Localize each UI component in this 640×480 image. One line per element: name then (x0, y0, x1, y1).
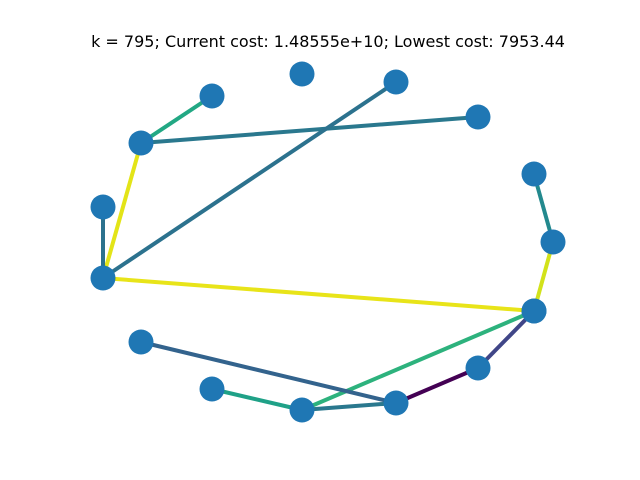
node-n16 (383, 390, 409, 416)
edge-n14-n16 (394, 366, 480, 405)
node-n15 (289, 397, 315, 423)
edge-n9-n12 (101, 276, 536, 313)
edge-layer (101, 80, 555, 412)
node-n9 (90, 265, 116, 291)
edge-n5-n9 (101, 141, 143, 280)
node-n14 (465, 355, 491, 381)
node-n10 (128, 329, 154, 355)
edge-n12-n15 (300, 309, 536, 412)
edge-n12-n14 (476, 309, 536, 370)
edge-n15-n16 (300, 401, 398, 412)
figure-title: k = 795; Current cost: 1.48555e+10; Lowe… (91, 32, 565, 51)
node-n5 (128, 130, 154, 156)
node-n13 (521, 298, 547, 324)
edge-n11-n15 (210, 387, 304, 412)
edge-n2-n5 (139, 94, 214, 145)
node-n6 (521, 161, 547, 187)
edge-n9-n3 (101, 80, 398, 280)
node-n11 (199, 376, 225, 402)
node-layer (90, 61, 566, 423)
node-n3 (383, 69, 409, 95)
node-n7 (540, 229, 566, 255)
node-n1 (289, 61, 315, 87)
edge-n5-n4 (139, 115, 480, 145)
node-n4 (465, 104, 491, 130)
node-n8 (90, 194, 116, 220)
edge-n10-n16 (139, 340, 398, 405)
node-n2 (199, 83, 225, 109)
